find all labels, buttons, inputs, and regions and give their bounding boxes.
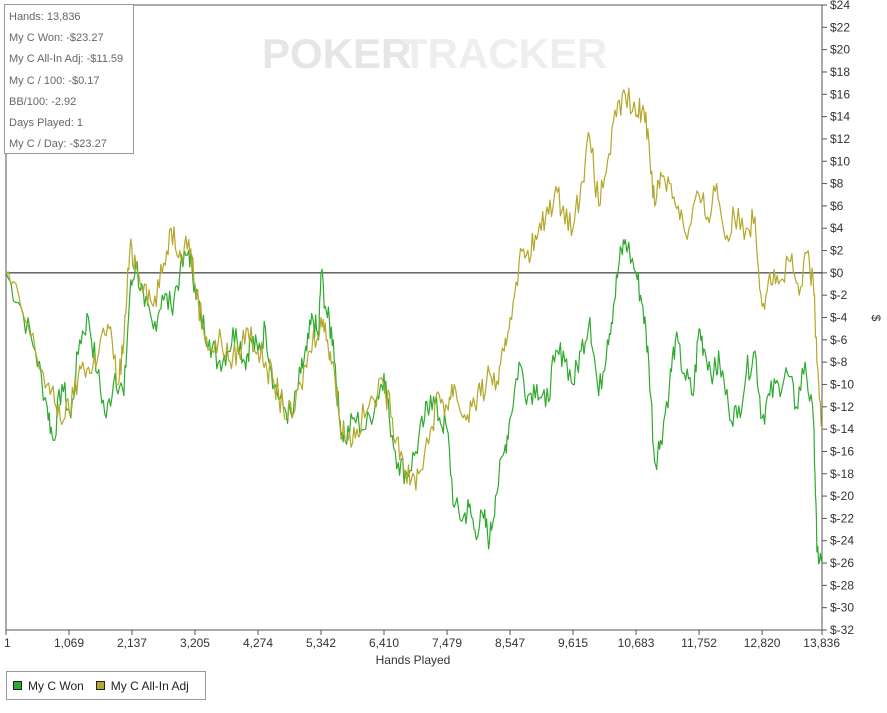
x-axis-label: Hands Played (376, 653, 451, 667)
y-tick-label: $4 (830, 221, 844, 235)
x-tick-label: 8,547 (495, 636, 525, 650)
x-tick-label: 2,137 (117, 636, 147, 650)
x-tick-label: 6,410 (369, 636, 399, 650)
x-tick-label: 10,683 (618, 636, 655, 650)
x-tick-label: 7,479 (432, 636, 462, 650)
series-layer (5, 87, 823, 565)
y-tick-label: $12 (830, 132, 850, 146)
legend-label-my-c-won: My C Won (28, 678, 84, 693)
y-tick-label: $-4 (830, 311, 848, 325)
y-axis-label: $ (869, 315, 883, 322)
legend-item-my-c-allin-adj[interactable]: My C All-In Adj (95, 678, 189, 693)
stat-won: My C Won: -$23.27 (9, 32, 104, 45)
legend-item-my-c-won[interactable]: My C Won (13, 679, 84, 693)
y-tick-label: $18 (830, 65, 850, 79)
stats-box: Hands: 13,836 My C Won: -$23.27 My C All… (4, 4, 134, 154)
y-tick-label: $14 (830, 110, 850, 124)
y-tick-label: $-20 (830, 489, 854, 503)
series-line-my-c-allin-adj (5, 87, 823, 491)
y-tick-label: $20 (830, 43, 850, 57)
stat-bb-per-100: BB/100: -2.92 (9, 95, 77, 108)
y-tick-label: $-28 (830, 578, 854, 592)
x-tick-label: 5,342 (306, 636, 336, 650)
y-tick-label: $-10 (830, 377, 854, 391)
y-tick-label: $8 (830, 177, 844, 191)
stat-hands: Hands: 13,836 (9, 11, 81, 23)
y-tick-label: $6 (830, 199, 844, 213)
y-tick-label: $10 (830, 154, 850, 168)
y-tick-label: $-26 (830, 556, 854, 570)
stat-allin-adj: My C All-In Adj: -$11.59 (9, 53, 124, 66)
y-tick-label: $0 (830, 266, 844, 280)
x-tick-label: 9,615 (558, 636, 588, 650)
legend-label-my-c-allin-adj: My C All-In Adj (110, 678, 189, 693)
x-tick-label: 1 (4, 636, 11, 650)
y-tick-label: $-14 (830, 422, 854, 436)
y-tick-label: $-12 (830, 400, 854, 414)
y-tick-label: $2 (830, 244, 844, 258)
x-tick-label: 13,836 (803, 636, 840, 650)
y-tick-label: $-6 (830, 333, 848, 347)
legend-swatch-my-c-allin-adj (95, 681, 105, 690)
x-tick-label: 1,069 (54, 636, 84, 650)
x-tick-label: 4,274 (243, 636, 273, 650)
watermark-poker: POKER (262, 30, 411, 77)
x-tick-label: 11,752 (681, 636, 717, 650)
stat-days-played: Days Played: 1 (9, 117, 83, 130)
y-tick-label: $-8 (830, 355, 848, 369)
stat-per-day: My C / Day: -$23.27 (9, 138, 107, 151)
y-tick-label: $24 (830, 0, 850, 12)
y-tick-label: $22 (830, 20, 850, 34)
stat-per-100: My C / 100: -$0.17 (9, 74, 100, 87)
y-tick-label: $-30 (830, 601, 854, 615)
tick-layer: $24 $22 $20 $18 $16 $14 $12 $10 $8 $6 $4 $2 $0 $-2 $-4… (4, 0, 854, 650)
legend-swatch-my-c-won (13, 681, 22, 690)
series-line-my-c-won (5, 238, 823, 565)
y-tick-label: $-2 (830, 288, 848, 302)
y-tick-label: $-18 (830, 467, 854, 481)
x-tick-label: 12,820 (744, 636, 781, 650)
y-tick-label: $-16 (830, 444, 854, 458)
y-tick-label: $16 (830, 87, 850, 101)
x-tick-label: 3,205 (180, 636, 210, 650)
y-tick-label: $-24 (830, 534, 854, 548)
watermark-tracker: TRACKER (402, 30, 607, 77)
legend: My C Won My C All-In Adj (6, 671, 206, 700)
y-tick-label: $-32 (830, 623, 854, 637)
y-tick-label: $-22 (830, 511, 854, 525)
